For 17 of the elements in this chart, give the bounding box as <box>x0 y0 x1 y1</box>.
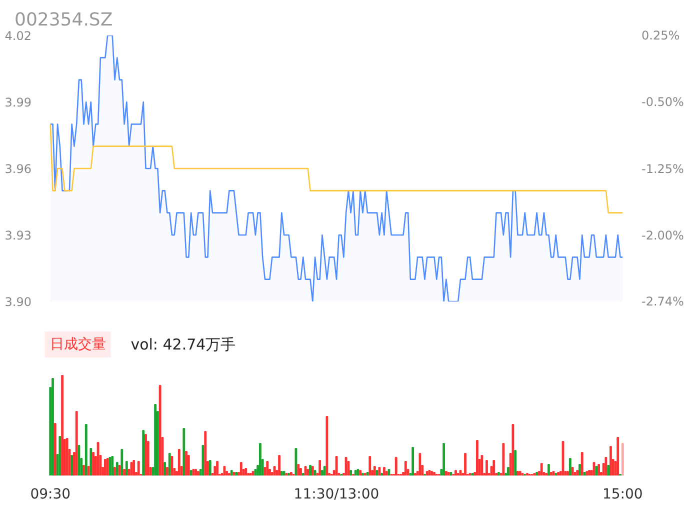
y-tick-label: 3.99 <box>4 96 32 110</box>
x-tick-label: 15:00 <box>602 486 643 502</box>
x-tick-label: 11:30/13:00 <box>294 486 380 502</box>
y2-tick-label: -0.50% <box>642 95 684 110</box>
y2-tick-label: -2.74% <box>642 294 684 308</box>
text: 日成交量 <box>50 336 106 352</box>
y-tick-label: 3.96 <box>4 162 32 176</box>
y-tick-label: 4.02 <box>4 29 32 43</box>
chart-title: 002354.SZ <box>14 10 113 30</box>
y2-tick-label: -2.00% <box>642 228 684 243</box>
text: vol: 42.74万手 <box>130 336 236 354</box>
y2-tick-label: -1.25% <box>642 162 684 176</box>
y-tick-label: 3.93 <box>4 228 32 242</box>
line-series <box>50 124 624 214</box>
x-tick-label: 09:30 <box>30 486 71 502</box>
y2-tick-label: 0.25% <box>642 28 680 42</box>
y-tick-label: 3.90 <box>4 295 32 309</box>
